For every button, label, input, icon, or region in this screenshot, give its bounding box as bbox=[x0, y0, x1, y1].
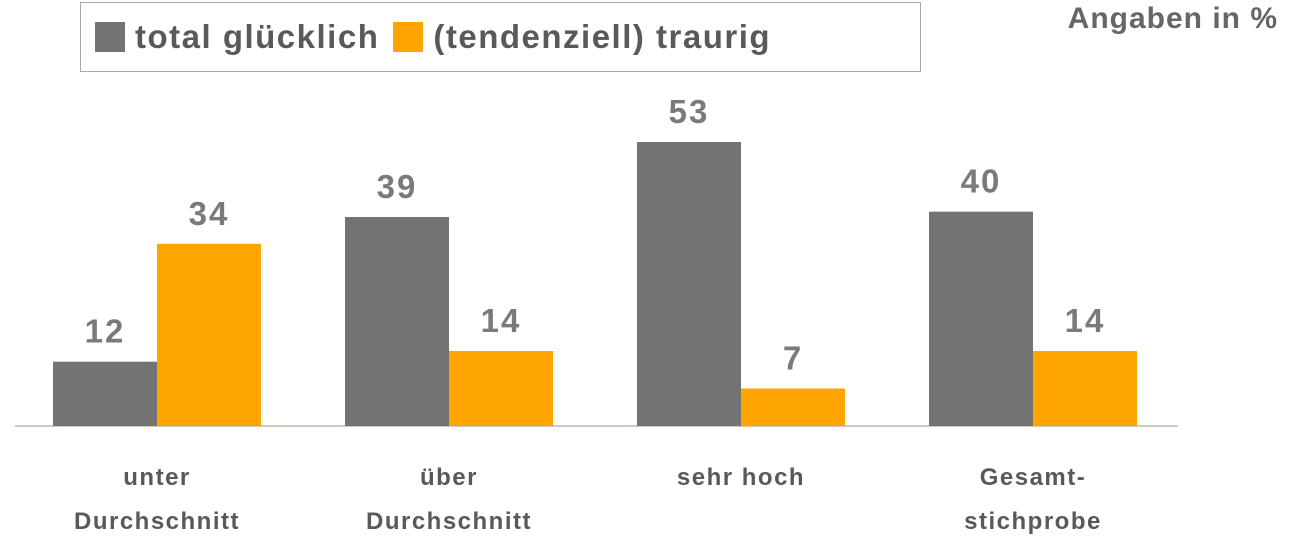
bar bbox=[1033, 350, 1137, 426]
legend-item: total glücklich bbox=[95, 18, 379, 56]
legend-item: (tendenziell) traurig bbox=[393, 18, 771, 56]
bar bbox=[157, 243, 261, 426]
value-label: 7 bbox=[783, 339, 803, 376]
value-label: 34 bbox=[189, 195, 230, 232]
bar bbox=[637, 142, 741, 426]
value-label: 14 bbox=[481, 302, 522, 339]
bar bbox=[53, 361, 157, 426]
value-label: 14 bbox=[1065, 302, 1106, 339]
value-label: 40 bbox=[961, 163, 1002, 200]
x-tick-label: unter Durchschnitt bbox=[73, 464, 240, 535]
value-label: 12 bbox=[85, 313, 126, 350]
value-label: 53 bbox=[669, 93, 710, 130]
legend-label: (tendenziell) traurig bbox=[433, 18, 772, 55]
bar bbox=[345, 217, 449, 426]
x-tick-label: über Durchschnitt bbox=[365, 464, 532, 535]
legend-swatch bbox=[393, 22, 424, 52]
x-tick-label: Gesamt- stichprobe bbox=[964, 464, 1102, 535]
bar bbox=[741, 388, 845, 426]
bar bbox=[929, 211, 1033, 426]
bar bbox=[449, 350, 553, 426]
value-label: 39 bbox=[377, 168, 418, 205]
legend: total glücklich (tendenziell) traurig bbox=[80, 2, 921, 72]
legend-swatch bbox=[95, 22, 125, 52]
legend-label: total glücklich bbox=[135, 18, 380, 55]
x-tick-label: sehr hoch bbox=[676, 464, 806, 491]
note-label: Angaben in % bbox=[1067, 2, 1278, 35]
